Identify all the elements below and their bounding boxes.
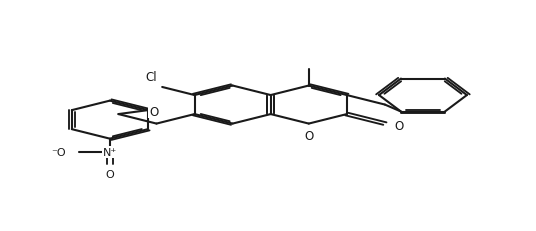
Text: Cl: Cl <box>145 71 157 84</box>
Text: ⁻O: ⁻O <box>51 147 66 157</box>
Text: O: O <box>149 105 159 118</box>
Text: N⁺: N⁺ <box>103 147 117 157</box>
Text: O: O <box>304 130 314 143</box>
Text: O: O <box>394 120 404 133</box>
Text: O: O <box>106 169 114 179</box>
